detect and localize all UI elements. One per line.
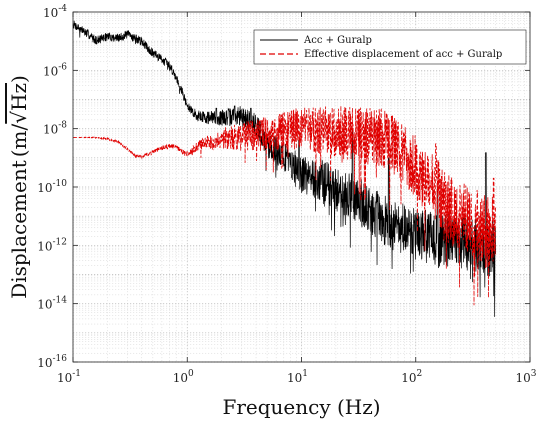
series-layer: [72, 20, 497, 317]
x-tick-label: 102: [401, 369, 422, 385]
x-tick-label: 103: [515, 369, 536, 385]
y-tick-label: 10-8: [43, 121, 67, 137]
x-tick-label: 101: [287, 369, 308, 385]
y-tick-label: 10-10: [37, 179, 67, 195]
grid-lines: [72, 12, 530, 363]
tick-labels: 10-1 100 101 102 103 10-4 10-6 10-8 10-10 10-12 10…: [37, 4, 537, 385]
legend-label-effective-displacement: Effective displacement of acc + Guralp: [304, 49, 502, 60]
y-tick-label: 10-16: [37, 354, 67, 370]
legend-label-acc-guralp: Acc + Guralp: [303, 35, 372, 46]
x-tick-label: 10-1: [57, 369, 81, 385]
y-tick-label: 10-14: [37, 296, 67, 312]
y-axis-title: Displacement(m/√Hz): [7, 75, 31, 299]
svg-text:Displacement(m/√Hz): Displacement(m/√Hz): [7, 75, 31, 299]
series-line-effective-displacement: [72, 105, 497, 306]
x-axis-title: Frequency (Hz): [222, 395, 380, 419]
y-tick-label: 10-6: [43, 62, 67, 78]
legend-box: [253, 29, 527, 65]
x-tick-label: 100: [173, 369, 194, 385]
y-tick-label: 10-12: [37, 237, 67, 253]
y-tick-label: 10-4: [43, 4, 67, 20]
tick-marks: [72, 11, 531, 363]
legend: Acc + Guralp Effective displacement of a…: [253, 29, 527, 65]
